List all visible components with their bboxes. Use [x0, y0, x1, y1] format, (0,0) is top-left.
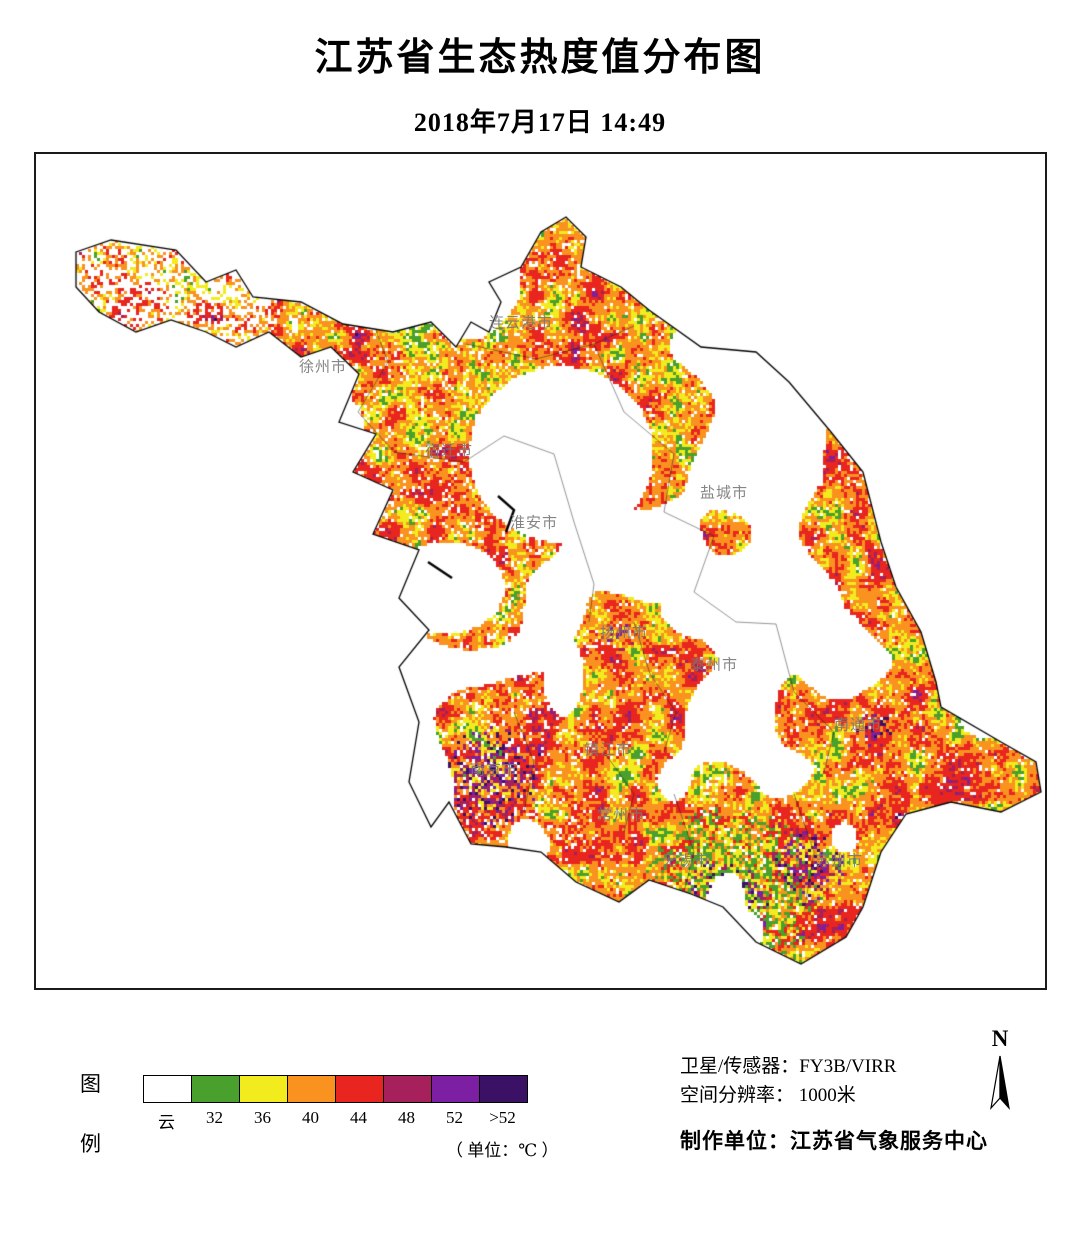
producer-text: 制作单位：江苏省气象服务中心 [680, 1129, 988, 1153]
legend-label: 40 [302, 1108, 319, 1127]
legend-label: 32 [206, 1108, 223, 1127]
legend-label: 44 [350, 1108, 367, 1127]
north-label: N [991, 1026, 1009, 1051]
legend-title-char-1: 图 [80, 1072, 103, 1096]
legend-swatch [431, 1075, 480, 1103]
satellite-sensor-text: 卫星/传感器：FY3B/VIRR [680, 1056, 897, 1077]
heat-map-canvas [36, 154, 1045, 988]
legend-swatch [479, 1075, 528, 1103]
legend-swatch [143, 1075, 192, 1103]
legend-label: >52 [489, 1108, 516, 1127]
legend-color-bar [143, 1075, 528, 1103]
legend-label: 52 [446, 1108, 463, 1127]
legend-label: 36 [254, 1108, 271, 1127]
resolution-text: 空间分辨率： 1000米 [680, 1085, 856, 1106]
north-arrow-icon [990, 1055, 1010, 1110]
legend-title-char-2: 例 [80, 1132, 103, 1156]
legend-swatch [191, 1075, 240, 1103]
legend-labels-row: 云 32 36 40 44 48 52 >52 [143, 1108, 527, 1133]
legend-swatch [287, 1075, 336, 1103]
map-datetime: 2018年7月17日 14:49 [413, 108, 667, 137]
map-frame: 连云港市 徐州市 宿迁市 淮安市 盐城市 扬州市 泰州市 南通市 镇江市 南京市 常州市 无锡市 苏州市 [34, 152, 1047, 990]
legend-label: 云 [158, 1113, 175, 1132]
map-metadata: 卫星/传感器：FY3B/VIRR 空间分辨率： 1000米 制作单位：江苏省气象… [680, 1052, 988, 1156]
legend-swatch [239, 1075, 288, 1103]
legend-swatch [335, 1075, 384, 1103]
legend-unit: （ 单位：℃ ） [446, 1141, 559, 1160]
legend-label: 48 [398, 1108, 415, 1127]
legend-swatch [383, 1075, 432, 1103]
page-title: 江苏省生态热度值分布图 [314, 37, 766, 79]
north-indicator: N [978, 1026, 1022, 1112]
